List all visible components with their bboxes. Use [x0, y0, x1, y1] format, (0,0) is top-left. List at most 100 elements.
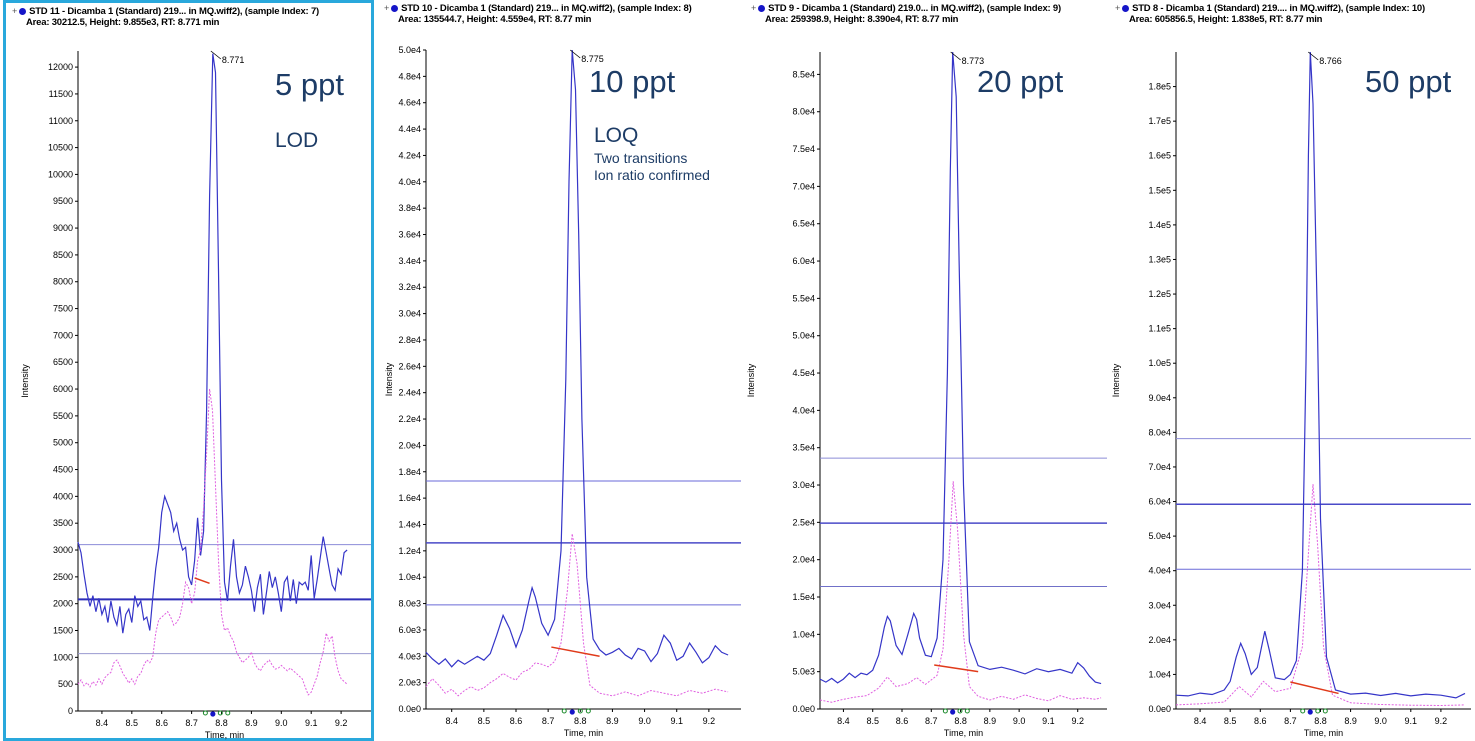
chromatogram-plot[interactable]: 0.0e0 5.0e3 1.0e4 1.5e4 2.0e4 2.5e4 3.0e4 3.5e4…: [745, 0, 1109, 741]
y-tick-label: 3.8e4: [398, 203, 421, 213]
y-tick-label: 6.0e4: [792, 256, 815, 266]
x-tick-label: 8.8: [574, 716, 587, 726]
x-tick-label: 8.8: [215, 718, 228, 728]
annotation-label: LOQ: [594, 124, 639, 147]
y-tick-label: 1.0e4: [1148, 669, 1171, 679]
x-tick-label: 8.5: [126, 718, 139, 728]
y-tick-label: 6500: [53, 357, 73, 367]
y-tick-label: 6.0e4: [1148, 497, 1171, 507]
x-tick-label: 8.6: [155, 718, 168, 728]
y-axis-title: Intensity: [746, 363, 756, 397]
x-tick-label: 8.8: [954, 716, 967, 726]
quantifier-trace: [819, 51, 1102, 685]
concentration-label: 20 ppt: [977, 64, 1064, 99]
header-title: STD 9 - Dicamba 1 (Standard) 219.0... in…: [768, 3, 1061, 14]
y-tick-label: 4.2e4: [398, 150, 421, 160]
retention-marker-icon: [1307, 709, 1313, 715]
x-axis-title: Time, min: [205, 730, 244, 740]
y-tick-label: 1.5e5: [1148, 185, 1171, 195]
quantifier-trace: [1175, 51, 1466, 699]
x-tick-label: 9.1: [1042, 716, 1055, 726]
y-tick-label: 6.5e4: [792, 219, 815, 229]
x-axis-title: Time, min: [944, 728, 983, 738]
sample-dot-icon: [391, 5, 399, 12]
chromatogram-plot[interactable]: 0 500 1000 1500 2000 2500 3000 3500 4000 4500 5000…: [6, 3, 374, 741]
y-tick-label: 4.0e4: [792, 405, 815, 415]
y-tick-label: 3.6e4: [398, 230, 421, 240]
y-tick-label: 4.0e4: [398, 177, 421, 187]
y-tick-label: 4.4e4: [398, 124, 421, 134]
peak-label-leader: [210, 50, 222, 60]
x-tick-label: 8.6: [1254, 716, 1267, 726]
expected-rt-marker-icon: [561, 708, 567, 714]
y-tick-label: 3.5e4: [792, 443, 815, 453]
y-tick-label: 9.0e4: [1148, 393, 1171, 403]
y-axis-title: Intensity: [20, 364, 30, 398]
y-tick-label: 3000: [53, 545, 73, 555]
x-tick-label: 8.7: [542, 716, 555, 726]
y-tick-label: 2.0e4: [792, 555, 815, 565]
chromatogram-plot[interactable]: 0.0e0 2.0e3 4.0e3 6.0e3 8.0e3 1.0e4 1.2e4 1.4e4…: [378, 0, 745, 741]
qualifier-trace: [1175, 484, 1466, 707]
y-tick-label: 2500: [53, 572, 73, 582]
expected-rt-marker-icon: [1300, 708, 1306, 714]
y-tick-label: 6.0e3: [398, 625, 421, 635]
chromatogram-panel-2[interactable]: + STD 10 - Dicamba 1 (Standard) 219... in…: [378, 0, 745, 741]
x-tick-label: 8.4: [96, 718, 109, 728]
y-tick-label: 11000: [49, 116, 73, 126]
qualifier-trace: [819, 481, 1102, 703]
y-tick-label: 8.0e4: [792, 107, 815, 117]
y-tick-label: 1.3e5: [1148, 254, 1171, 264]
y-axis-title: Intensity: [384, 362, 394, 396]
chromatogram-panel-1[interactable]: + STD 11 - Dicamba 1 (Standard) 219... in…: [3, 0, 374, 741]
integration-baseline: [934, 664, 979, 673]
y-tick-label: 8000: [53, 277, 73, 287]
y-axis-title: Intensity: [1111, 363, 1121, 397]
expand-icon[interactable]: +: [12, 6, 18, 16]
expand-icon[interactable]: +: [1115, 3, 1121, 13]
chromatogram-plot[interactable]: 0.0e0 1.0e4 2.0e4 3.0e4 4.0e4 5.0e4 6.0e4 7.0e4…: [1109, 0, 1475, 741]
y-tick-label: 10500: [48, 143, 73, 153]
y-tick-label: 3.0e4: [1148, 600, 1171, 610]
sample-dot-icon: [758, 5, 766, 12]
y-tick-label: 5.5e4: [792, 293, 815, 303]
y-tick-label: 1.0e4: [398, 572, 421, 582]
integration-baseline: [1290, 681, 1339, 695]
sample-dot-icon: [1122, 5, 1130, 12]
chromatogram-panel-4[interactable]: + STD 8 - Dicamba 1 (Standard) 219.... in…: [1109, 0, 1475, 741]
y-tick-label: 10000: [48, 169, 73, 179]
y-tick-label: 7.0e4: [1148, 462, 1171, 472]
y-tick-label: 2.0e4: [398, 440, 421, 450]
expand-icon[interactable]: +: [384, 3, 390, 13]
retention-marker-icon: [569, 709, 575, 715]
x-tick-label: 9.2: [1435, 716, 1448, 726]
expected-rt-marker-icon: [1315, 708, 1321, 714]
y-tick-label: 2.0e4: [1148, 635, 1171, 645]
expected-rt-marker-icon: [202, 710, 208, 716]
y-tick-label: 3.0e4: [792, 480, 815, 490]
y-tick-label: 5.0e4: [398, 45, 421, 55]
y-tick-label: 3.0e4: [398, 309, 421, 319]
x-tick-label: 9.1: [305, 718, 318, 728]
y-tick-label: 0.0e0: [1148, 704, 1171, 714]
y-tick-label: 9500: [53, 196, 73, 206]
y-tick-label: 1.2e4: [398, 546, 421, 556]
expand-icon[interactable]: +: [751, 3, 757, 13]
y-tick-label: 1.8e5: [1148, 82, 1171, 92]
x-tick-label: 8.9: [1344, 716, 1357, 726]
y-tick-label: 11500: [49, 89, 73, 99]
expected-rt-marker-icon: [225, 710, 231, 716]
header-title: STD 11 - Dicamba 1 (Standard) 219... in …: [29, 6, 320, 17]
concentration-label: 10 ppt: [589, 64, 676, 99]
x-tick-label: 8.5: [1224, 716, 1237, 726]
y-tick-label: 0.0e0: [792, 704, 815, 714]
y-tick-label: 8500: [53, 250, 73, 260]
peak-label-leader: [1308, 51, 1319, 61]
y-tick-label: 1.6e4: [398, 493, 421, 503]
y-tick-label: 1.0e4: [792, 629, 815, 639]
x-tick-label: 8.4: [445, 716, 458, 726]
chromatogram-panel-3[interactable]: + STD 9 - Dicamba 1 (Standard) 219.0... i…: [745, 0, 1109, 741]
y-tick-label: 5500: [53, 411, 73, 421]
retention-marker-icon: [210, 711, 216, 717]
annotation-line: Ion ratio confirmed: [594, 167, 710, 183]
